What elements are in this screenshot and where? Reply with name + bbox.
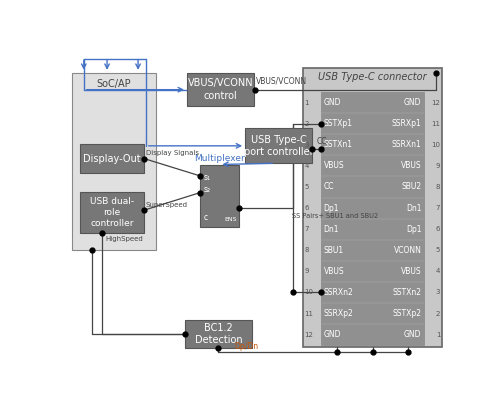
Text: SSRXn1: SSRXn1 [392,140,422,149]
Text: s₁: s₁ [203,173,210,182]
Text: Multiplexer: Multiplexer [194,154,245,163]
Text: 2: 2 [304,121,309,127]
FancyBboxPatch shape [303,68,442,347]
Text: VBUS/VCONN: VBUS/VCONN [256,77,308,86]
Text: SSRXn2: SSRXn2 [324,288,354,297]
Text: 3: 3 [436,289,440,296]
Text: 12: 12 [432,99,440,106]
Text: s₂: s₂ [203,185,210,194]
Text: 5: 5 [304,184,309,190]
Text: 11: 11 [432,121,440,127]
Text: SS Pairs+ SBU1 and SBU2: SS Pairs+ SBU1 and SBU2 [292,213,378,219]
FancyBboxPatch shape [322,92,424,345]
Text: SSTXp2: SSTXp2 [392,309,422,318]
Text: SBU1: SBU1 [324,246,344,255]
FancyBboxPatch shape [80,144,144,173]
Text: Display-Out: Display-Out [83,153,140,164]
FancyBboxPatch shape [184,320,252,349]
Text: 9: 9 [304,268,309,275]
Text: SoC/AP: SoC/AP [96,79,131,89]
Text: Dp/Dn: Dp/Dn [234,342,258,351]
FancyBboxPatch shape [186,73,254,106]
Text: SSTXn2: SSTXn2 [392,288,422,297]
Text: GND: GND [404,98,421,107]
Text: VBUS/VCONN
control: VBUS/VCONN control [188,79,253,101]
Text: 2: 2 [436,311,440,316]
Text: VBUS: VBUS [400,267,421,276]
Text: BC1.2
Detection: BC1.2 Detection [194,323,242,345]
Text: VBUS: VBUS [324,162,344,171]
Text: Display Signals: Display Signals [146,150,199,156]
Text: HighSpeed: HighSpeed [106,236,143,242]
Text: 3: 3 [304,142,309,148]
Text: USB dual-
role
controller: USB dual- role controller [90,197,134,228]
Text: 10: 10 [432,142,440,148]
Text: VCONN: VCONN [394,246,421,255]
Text: 6: 6 [436,226,440,232]
Text: VBUS: VBUS [324,267,344,276]
Text: 11: 11 [304,311,314,316]
Text: CC: CC [324,182,334,192]
FancyBboxPatch shape [200,165,239,226]
Text: 4: 4 [304,163,309,169]
Text: 6: 6 [304,205,309,211]
Text: Dp1: Dp1 [324,203,339,212]
FancyBboxPatch shape [244,128,312,163]
Text: 9: 9 [436,163,440,169]
Text: USB Type-C connector: USB Type-C connector [318,72,427,83]
Text: 12: 12 [304,332,314,338]
Text: ENS: ENS [224,217,237,222]
Text: 10: 10 [304,289,314,296]
Text: Dp1: Dp1 [406,225,421,234]
Text: c: c [203,213,207,222]
FancyBboxPatch shape [80,192,144,233]
Text: GND: GND [404,330,421,339]
Text: GND: GND [324,330,341,339]
Text: 7: 7 [436,205,440,211]
Text: 1: 1 [436,332,440,338]
Text: SSRXp1: SSRXp1 [392,119,422,128]
Text: SBU2: SBU2 [401,182,421,192]
Text: 8: 8 [304,247,309,253]
Text: CC: CC [316,137,327,146]
Text: SSTXp1: SSTXp1 [324,119,352,128]
Text: Dn1: Dn1 [324,225,339,234]
Text: VBUS: VBUS [400,162,421,171]
Text: 8: 8 [436,184,440,190]
Text: SSRXp2: SSRXp2 [324,309,354,318]
Text: GND: GND [324,98,341,107]
Text: USB Type-C
port controller: USB Type-C port controller [244,135,314,157]
Text: SuperSpeed: SuperSpeed [146,202,188,208]
Text: 5: 5 [436,247,440,253]
Text: 4: 4 [436,268,440,275]
FancyBboxPatch shape [72,73,156,250]
Text: Dn1: Dn1 [406,203,421,212]
Text: 1: 1 [304,99,309,106]
Text: SSTXn1: SSTXn1 [324,140,352,149]
Text: 7: 7 [304,226,309,232]
